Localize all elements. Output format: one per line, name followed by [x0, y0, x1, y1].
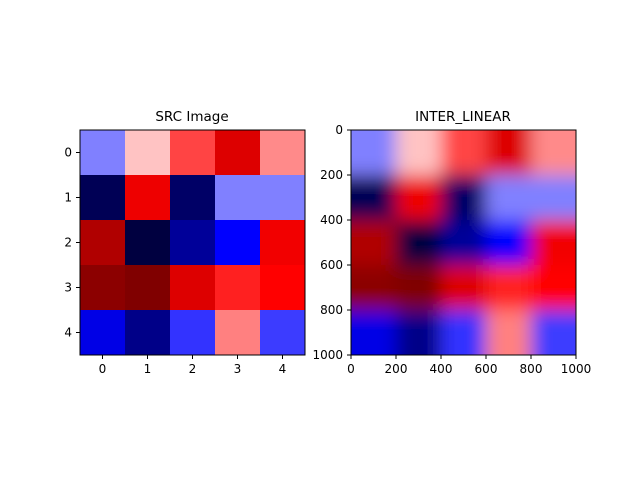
- x-tick-label: 600: [475, 362, 498, 376]
- right-ticks: 0 200 400 600 800 1000 0 200 400 600 800 1000: [312, 123, 591, 376]
- x-tick-label: 1000: [561, 362, 592, 376]
- heatmap-cell: [215, 265, 261, 311]
- x-tick-label: 1: [144, 362, 152, 376]
- left-subplot: SRC Image 0 1 2 3 4 0 1 2 3 4: [64, 109, 306, 377]
- heatmap-cell: [170, 310, 216, 356]
- heatmap-cell: [531, 265, 576, 311]
- heatmap-cell: [125, 175, 171, 221]
- heatmap-cell: [351, 175, 397, 221]
- heatmap-cell: [80, 130, 126, 176]
- heatmap-cell: [351, 310, 397, 355]
- y-tick-label: 1000: [312, 348, 343, 362]
- heatmap-cell: [351, 220, 397, 266]
- heatmap-cell: [215, 175, 261, 221]
- right-subplot: INTER_LINEAR 0 200 400 600 800 1000 0 200 400 600…: [312, 109, 591, 376]
- heatmap-cell: [441, 220, 487, 266]
- heatmap-cell: [531, 310, 576, 355]
- heatmap-cell: [441, 175, 487, 221]
- left-title: SRC Image: [155, 109, 228, 125]
- heatmap-cell: [170, 265, 216, 311]
- x-tick-label: 3: [234, 362, 242, 376]
- left-heatmap-cells: [80, 130, 306, 356]
- heatmap-cell: [531, 220, 576, 266]
- heatmap-cell: [351, 265, 397, 311]
- heatmap-cell: [486, 175, 532, 221]
- y-tick-label: 0: [335, 123, 343, 137]
- x-tick-label: 2: [189, 362, 197, 376]
- heatmap-cell: [441, 310, 487, 355]
- y-tick-label: 400: [320, 213, 343, 227]
- heatmap-cell: [486, 310, 532, 355]
- x-tick-label: 800: [520, 362, 543, 376]
- x-tick-label: 0: [99, 362, 107, 376]
- heatmap-cell: [80, 175, 126, 221]
- heatmap-cell: [531, 175, 576, 221]
- heatmap-cell: [260, 130, 306, 176]
- heatmap-cell: [215, 220, 261, 266]
- heatmap-cell: [396, 265, 442, 311]
- heatmap-cell: [80, 310, 126, 356]
- heatmap-cell: [215, 130, 261, 176]
- x-tick-label: 400: [430, 362, 453, 376]
- right-heatmap: [351, 130, 576, 355]
- y-tick-label: 1: [64, 191, 72, 205]
- heatmap-cell: [441, 265, 487, 311]
- heatmap-cell: [396, 175, 442, 221]
- right-heatmap-cells: [351, 130, 576, 355]
- heatmap-cell: [486, 265, 532, 311]
- y-tick-label: 3: [64, 281, 72, 295]
- heatmap-cell: [486, 220, 532, 266]
- left-ticks: 0 1 2 3 4 0 1 2 3 4: [64, 146, 286, 377]
- heatmap-cell: [396, 220, 442, 266]
- heatmap-cell: [80, 220, 126, 266]
- heatmap-cell: [125, 265, 171, 311]
- heatmap-cell: [531, 130, 576, 176]
- heatmap-cell: [125, 130, 171, 176]
- heatmap-cell: [125, 220, 171, 266]
- heatmap-cell: [441, 130, 487, 176]
- x-tick-label: 0: [347, 362, 355, 376]
- heatmap-cell: [170, 130, 216, 176]
- right-title: INTER_LINEAR: [415, 109, 511, 125]
- heatmap-cell: [260, 175, 306, 221]
- heatmap-cell: [125, 310, 171, 356]
- heatmap-cell: [170, 175, 216, 221]
- heatmap-cell: [260, 310, 306, 356]
- y-tick-label: 2: [64, 236, 72, 250]
- heatmap-cell: [396, 310, 442, 355]
- heatmap-cell: [351, 130, 397, 176]
- y-tick-label: 4: [64, 326, 72, 340]
- y-tick-label: 200: [320, 168, 343, 182]
- y-tick-label: 800: [320, 303, 343, 317]
- heatmap-cell: [486, 130, 532, 176]
- heatmap-cell: [215, 310, 261, 356]
- x-tick-label: 200: [385, 362, 408, 376]
- heatmap-cell: [396, 130, 442, 176]
- heatmap-cell: [80, 265, 126, 311]
- heatmap-cell: [260, 265, 306, 311]
- y-tick-label: 600: [320, 258, 343, 272]
- heatmap-cell: [260, 220, 306, 266]
- heatmap-cell: [170, 220, 216, 266]
- x-tick-label: 4: [279, 362, 287, 376]
- right-axes-frame: [350, 129, 577, 356]
- y-tick-label: 0: [64, 146, 72, 160]
